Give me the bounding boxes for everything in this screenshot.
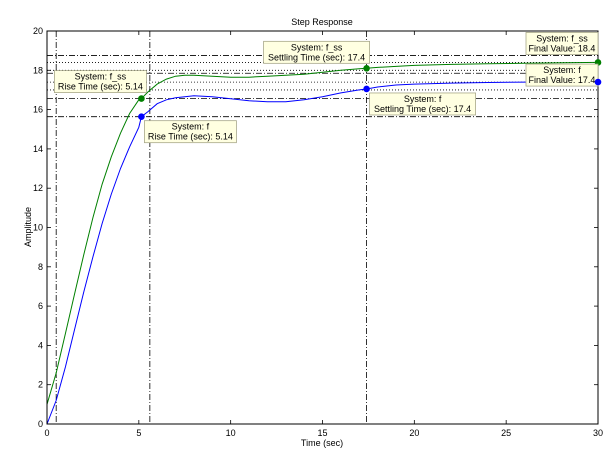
y-tick-label: 6 bbox=[38, 301, 43, 311]
y-axis-label: Amplitude bbox=[23, 207, 33, 247]
y-tick-label: 10 bbox=[33, 223, 43, 233]
y-tick-label: 18 bbox=[33, 65, 43, 75]
x-tick-label: 0 bbox=[44, 428, 49, 438]
marker-dot-f-ss[interactable] bbox=[138, 95, 145, 102]
series-line-f bbox=[46, 81, 598, 425]
chart-title: Step Response bbox=[291, 17, 353, 27]
y-tick-label: 2 bbox=[38, 380, 43, 390]
datatip-value-label: Rise Time (sec): 5.14 bbox=[148, 132, 233, 142]
datatip-value-label: Final Value: 18.4 bbox=[529, 43, 596, 53]
x-tick-label: 5 bbox=[136, 428, 141, 438]
x-tick-label: 30 bbox=[593, 428, 603, 438]
datatip-system-label: System: f_ss bbox=[536, 33, 588, 43]
datatip-box bbox=[369, 92, 476, 116]
response-curves bbox=[46, 61, 599, 425]
datatip-value-label: Rise Time (sec): 5.14 bbox=[58, 82, 143, 92]
datatip-value-label: Settling Time (sec): 17.4 bbox=[268, 52, 365, 62]
y-tick-label: 20 bbox=[33, 26, 43, 36]
x-tick-label: 15 bbox=[317, 428, 327, 438]
datatip-system-label: System: f_ss bbox=[291, 42, 343, 52]
y-tick-label: 0 bbox=[38, 419, 43, 429]
datatip-system-label: System: f bbox=[172, 122, 210, 132]
x-tick-label: 20 bbox=[409, 428, 419, 438]
datatip-value-label: Settling Time (sec): 17.4 bbox=[374, 104, 471, 114]
marker-dot-f-ss[interactable] bbox=[363, 65, 370, 72]
axis-ticks: 0 5 10 15 20 25 30 0 2 4 6 8 10 12 14 16 18 20 bbox=[33, 26, 603, 438]
datatip-box bbox=[525, 32, 599, 55]
datatip-box bbox=[54, 70, 147, 93]
marker-dot-f[interactable] bbox=[594, 78, 602, 86]
datatip-system-label: System: f_ss bbox=[75, 72, 127, 82]
series-line-f-ss bbox=[46, 61, 599, 405]
datatip-box bbox=[525, 63, 599, 87]
marker-dot-f[interactable] bbox=[363, 85, 370, 93]
x-axis-label: Time (sec) bbox=[301, 438, 343, 448]
y-tick-label: 12 bbox=[33, 183, 43, 193]
y-tick-label: 16 bbox=[33, 105, 43, 115]
datatip-box bbox=[144, 120, 237, 144]
y-tick-label: 4 bbox=[38, 340, 43, 350]
marker-dot-f[interactable] bbox=[138, 113, 145, 120]
datatip-system-label: System: f bbox=[543, 65, 581, 75]
y-tick-label: 14 bbox=[33, 144, 43, 154]
datatip-system-label: System: f bbox=[404, 94, 442, 104]
y-tick-label: 8 bbox=[38, 262, 43, 272]
datatip-value-label: Final Value: 17.4 bbox=[529, 75, 596, 85]
x-tick-label: 10 bbox=[226, 428, 236, 438]
datatip-box bbox=[263, 40, 370, 64]
x-tick-label: 25 bbox=[501, 428, 511, 438]
